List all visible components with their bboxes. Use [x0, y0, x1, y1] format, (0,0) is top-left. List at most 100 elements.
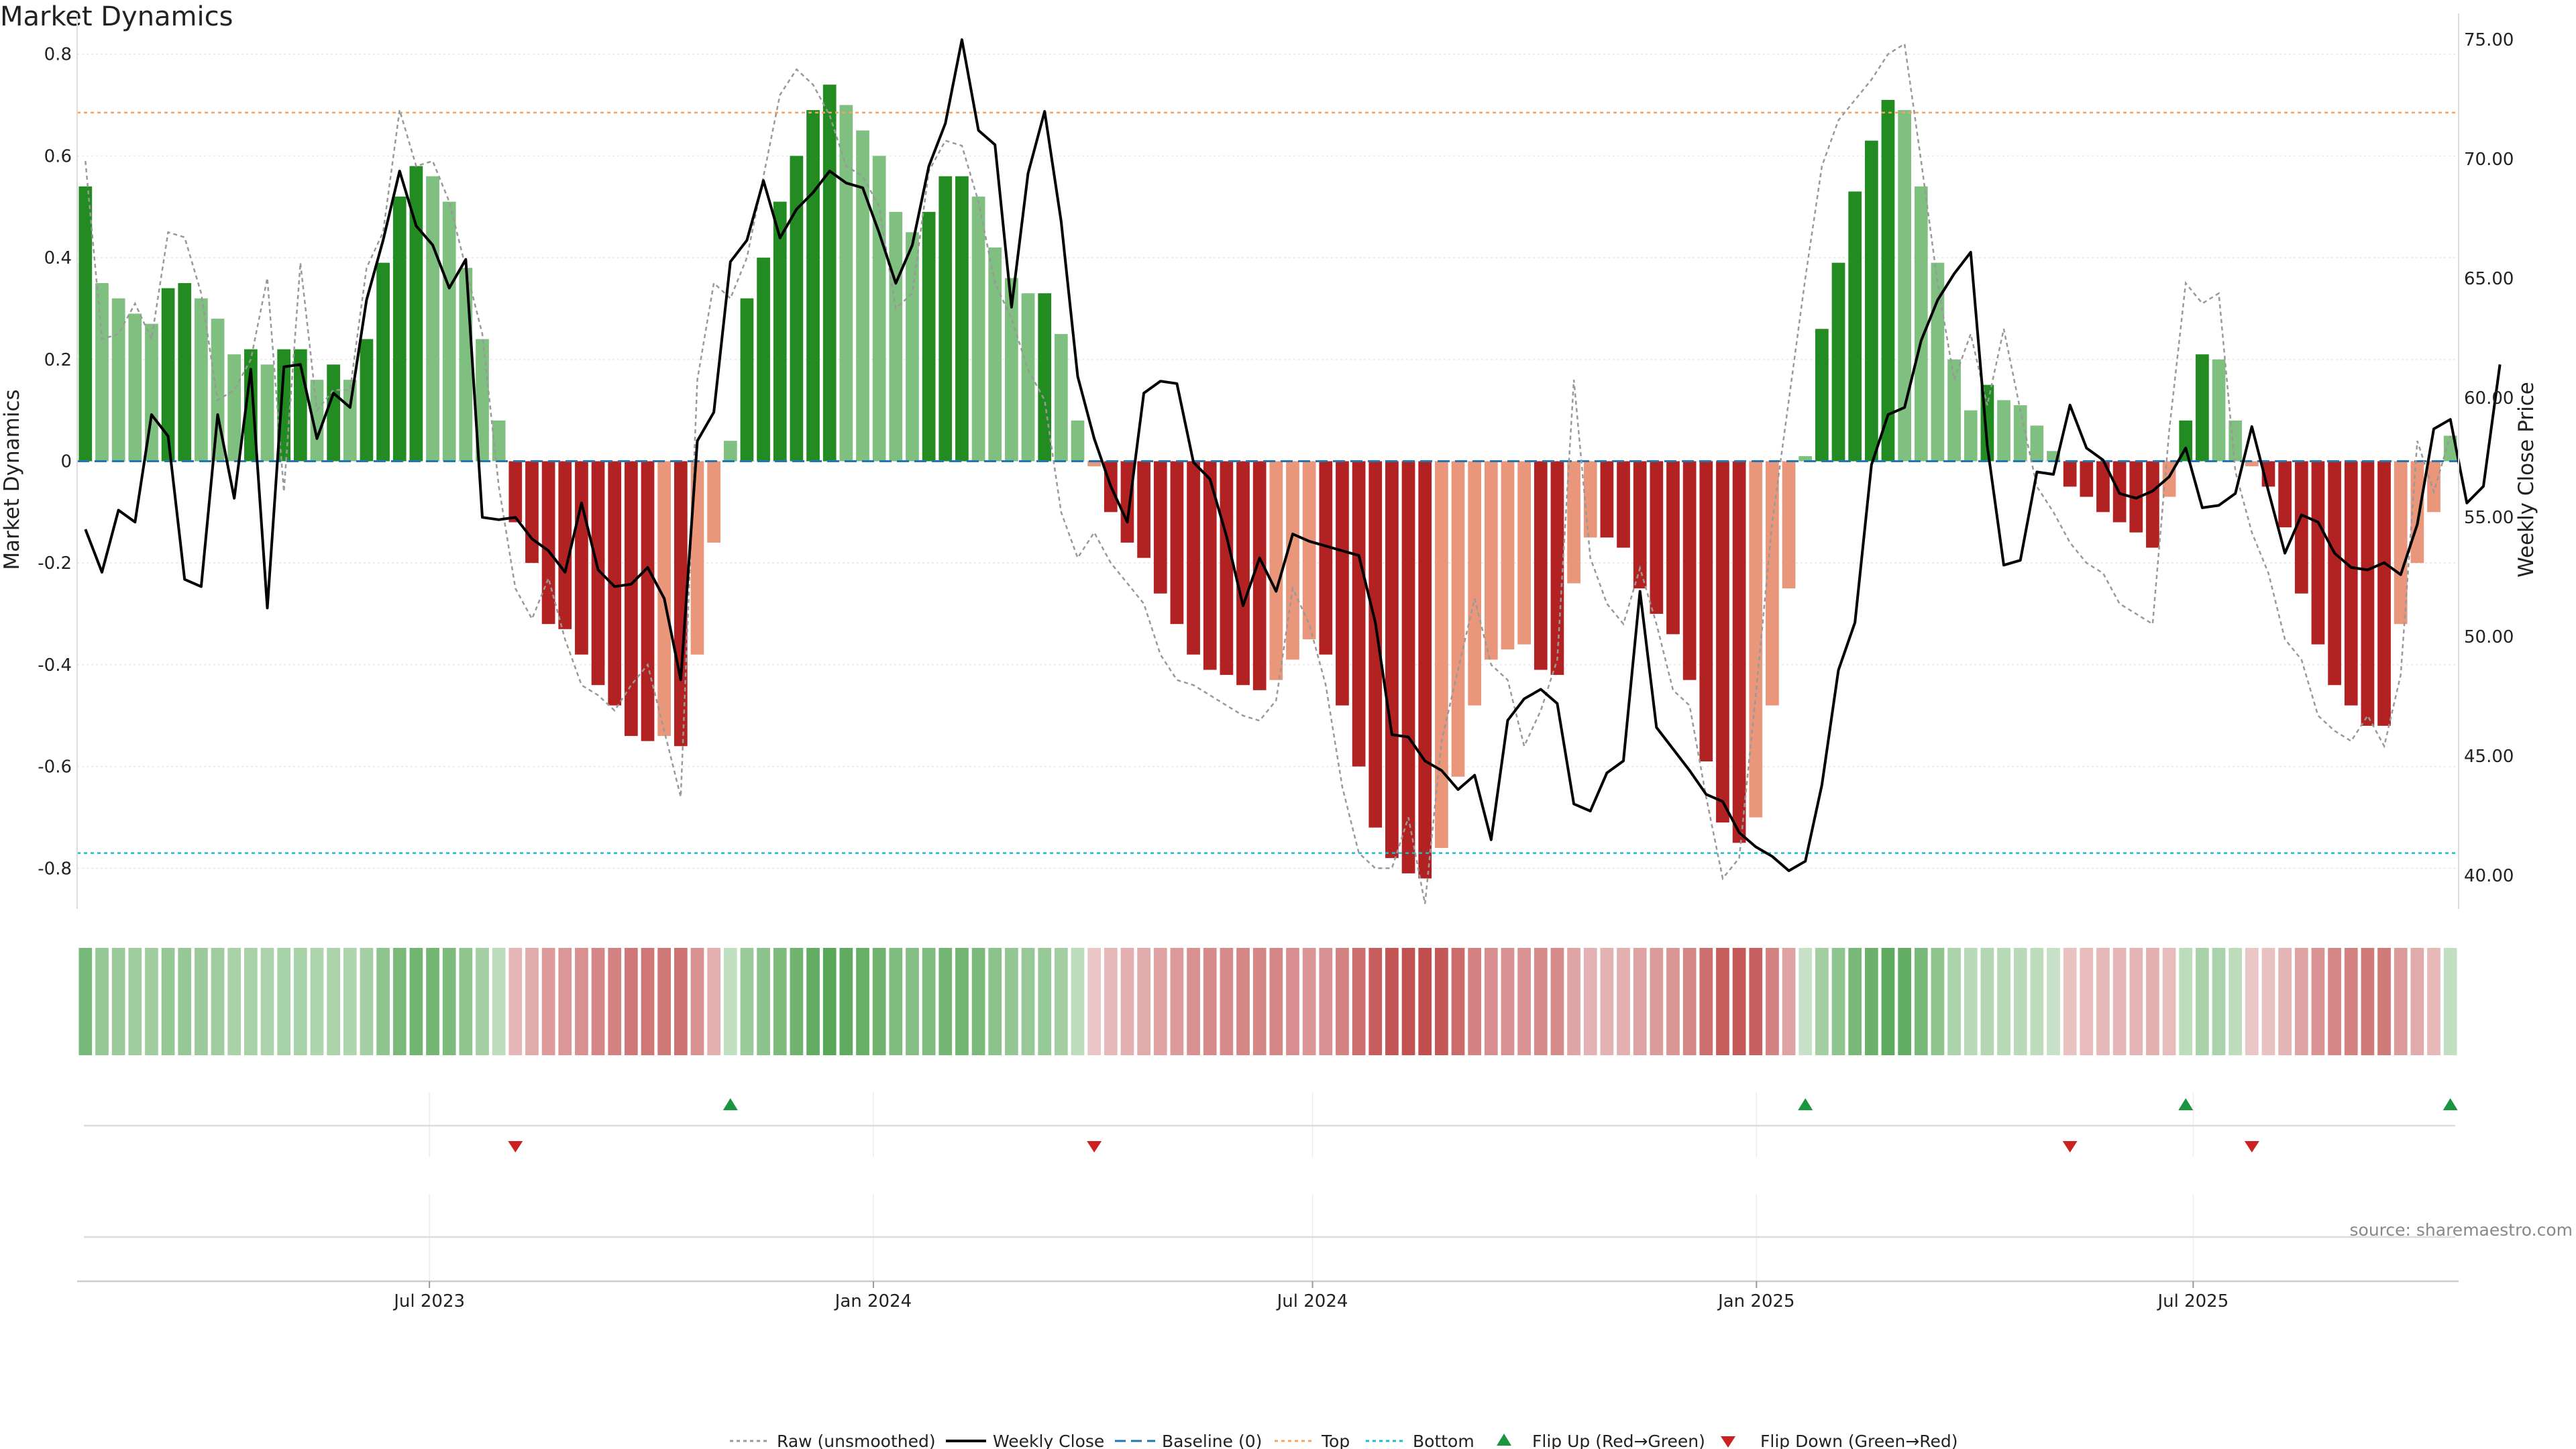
regime-cell: [2030, 948, 2044, 1055]
regime-cell: [78, 948, 93, 1055]
x-axis: Jul 2023 Jan 2024 Jul 2024 Jan 2025 Jul 2025: [77, 1280, 2459, 1311]
flip-down-marker: [1087, 1141, 1102, 1152]
regime-cell: [2294, 948, 2308, 1055]
dynamics-bar: [1153, 461, 1167, 594]
dynamics-bar: [1434, 461, 1448, 848]
left-tick-label: 0.6: [44, 146, 72, 166]
dynamics-bar: [1269, 461, 1283, 680]
dynamics-bar: [2427, 461, 2440, 513]
regime-cell: [1120, 948, 1134, 1055]
dynamics-bar: [1484, 461, 1498, 660]
dynamics-bar: [227, 354, 241, 462]
regime-cell: [426, 948, 439, 1055]
dynamics-bar: [1418, 461, 1432, 879]
regime-cell: [1848, 948, 1862, 1055]
regime-cell: [1484, 948, 1498, 1055]
regime-cell: [1434, 948, 1448, 1055]
legend-flip-up-icon: [1497, 1434, 1511, 1446]
dynamics-bar: [2196, 354, 2209, 462]
flip-up-marker: [2178, 1098, 2194, 1110]
dynamics-bar: [971, 197, 985, 462]
dynamics-bar: [1964, 410, 1978, 462]
regime-cell: [1187, 948, 1200, 1055]
dynamics-bar: [608, 461, 622, 706]
dynamics-bar: [1782, 461, 1796, 589]
regime-cell: [2212, 948, 2226, 1055]
x-tick-label: Jul 2025: [2156, 1291, 2229, 1311]
regime-cell: [723, 948, 737, 1055]
weekly-close-line: [84, 38, 2502, 872]
regime-cell: [1881, 948, 1895, 1055]
dynamics-bar: [376, 262, 390, 462]
dynamics-bar: [392, 197, 407, 462]
regime-cell: [95, 948, 109, 1055]
right-tick-label: 55.00: [2464, 508, 2514, 528]
dynamics-bar: [1567, 461, 1580, 584]
regime-cell: [1005, 948, 1018, 1055]
regime-cell: [1864, 948, 1878, 1055]
regime-cell: [707, 948, 720, 1055]
dynamics-bar: [922, 211, 936, 462]
regime-cell: [111, 948, 125, 1055]
series-lines: [84, 38, 2502, 904]
dynamics-bar: [1319, 461, 1333, 655]
dynamics-bar: [1799, 455, 1813, 462]
dynamics-bar: [2328, 461, 2341, 686]
regime-cell: [409, 948, 423, 1055]
regime-cell: [1997, 948, 2010, 1055]
dynamics-bar: [1517, 461, 1531, 645]
dynamics-bar: [1716, 461, 1729, 823]
dynamics-bar: [1699, 461, 1713, 762]
regime-cell: [1203, 948, 1217, 1055]
regime-cell: [1550, 948, 1564, 1055]
dynamics-bar: [95, 283, 109, 462]
regime-cell: [227, 948, 241, 1055]
legend-close: Weekly Close: [993, 1432, 1104, 1449]
regime-cell: [2080, 948, 2094, 1055]
regime-cell: [1534, 948, 1548, 1055]
dynamics-bar: [2294, 461, 2308, 594]
dynamics-bar: [1534, 461, 1548, 670]
regime-cell: [2311, 948, 2325, 1055]
regime-cell: [1336, 948, 1349, 1055]
right-tick-label: 70.00: [2464, 150, 2514, 170]
regime-cell: [1699, 948, 1713, 1055]
dynamics-bar: [1071, 420, 1085, 462]
legend: Raw (unsmoothed) Weekly Close Baseline (…: [730, 1432, 1958, 1449]
regime-cell: [277, 948, 291, 1055]
regime-cell: [1468, 948, 1482, 1055]
regime-cell: [476, 948, 489, 1055]
legend-flip-up: Flip Up (Red→Green): [1532, 1432, 1705, 1449]
dynamics-bar: [178, 283, 192, 462]
dynamics-bar: [2229, 420, 2243, 462]
dynamics-bar: [625, 461, 638, 737]
dynamics-bar: [2245, 461, 2259, 467]
regime-cell: [1170, 948, 1184, 1055]
dynamics-bar: [1550, 461, 1564, 676]
dynamics-bar: [1451, 461, 1465, 777]
regime-cell: [1501, 948, 1515, 1055]
regime-cell: [2344, 948, 2358, 1055]
regime-cell: [740, 948, 754, 1055]
regime-cell: [2146, 948, 2159, 1055]
dynamics-bar: [525, 461, 539, 564]
right-tick-label: 50.00: [2464, 627, 2514, 647]
regime-cell: [2427, 948, 2440, 1055]
dynamics-bar: [360, 339, 374, 462]
regime-cell: [360, 948, 374, 1055]
regime-cell: [2410, 948, 2424, 1055]
dynamics-bar: [128, 313, 142, 462]
dynamics-bar: [822, 85, 837, 462]
flip-up-marker: [722, 1098, 738, 1110]
dynamics-bar: [2146, 461, 2159, 548]
legend-baseline: Baseline (0): [1162, 1432, 1262, 1449]
regime-cell: [2229, 948, 2243, 1055]
dynamics-bar: [1501, 461, 1515, 650]
reference-lines: [77, 111, 2459, 854]
dynamics-bar: [2080, 461, 2094, 497]
regime-cell: [1104, 948, 1118, 1055]
dynamics-bar: [723, 441, 737, 462]
axes: 0.8 0.6 0.4 0.2 0 -0.2 -0.4 -0.6 -0.8 75.00 70.00 6…: [38, 13, 2514, 909]
regime-cell: [625, 948, 638, 1055]
